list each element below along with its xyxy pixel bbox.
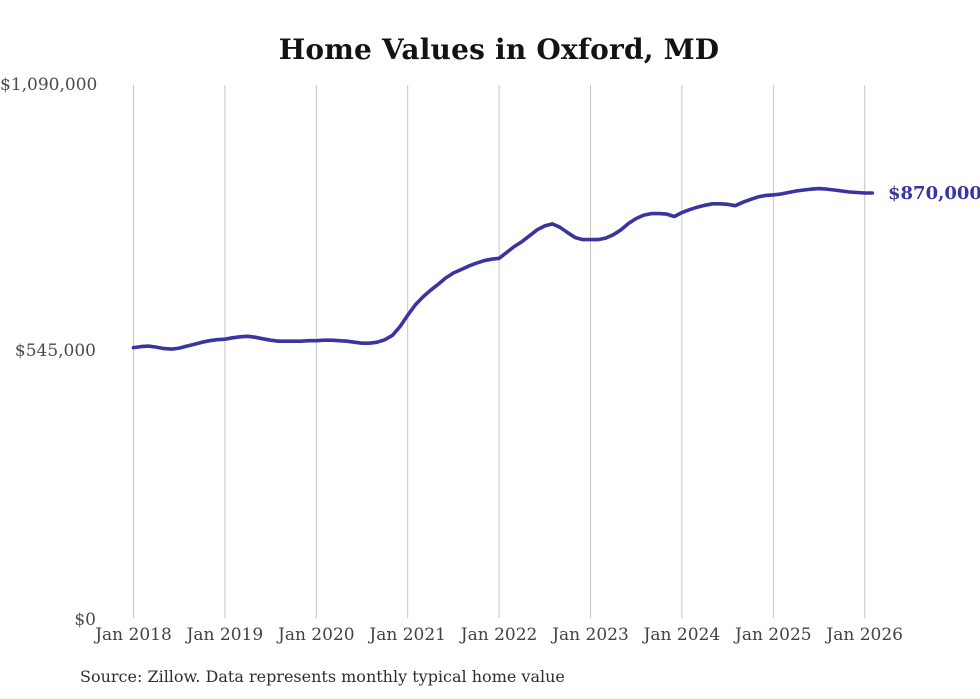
- x-axis-tick-label: Jan 2018: [95, 625, 172, 645]
- y-axis-tick-label: $0: [74, 610, 96, 630]
- x-axis-tick-label: Jan 2024: [643, 625, 721, 645]
- x-axis-tick-label: Jan 2026: [826, 625, 903, 645]
- x-axis-tick-label: Jan 2021: [369, 625, 446, 645]
- x-axis-tick-label: Jan 2023: [552, 625, 629, 645]
- chart-title: Home Values in Oxford, MD: [278, 33, 720, 66]
- x-axis-tick-label: Jan 2022: [460, 625, 538, 645]
- y-axis-tick-label: $1,090,000: [0, 75, 98, 95]
- x-axis-tick-label: Jan 2019: [186, 625, 264, 645]
- source-note: Source: Zillow. Data represents monthly …: [80, 667, 565, 686]
- latest-value-label: $870,000: [888, 183, 980, 204]
- y-axis-tick-label: $545,000: [14, 341, 96, 361]
- home-value-line: [131, 186, 875, 351]
- x-axis-tick-label: Jan 2020: [278, 625, 355, 645]
- x-axis-tick-label: Jan 2025: [735, 625, 812, 645]
